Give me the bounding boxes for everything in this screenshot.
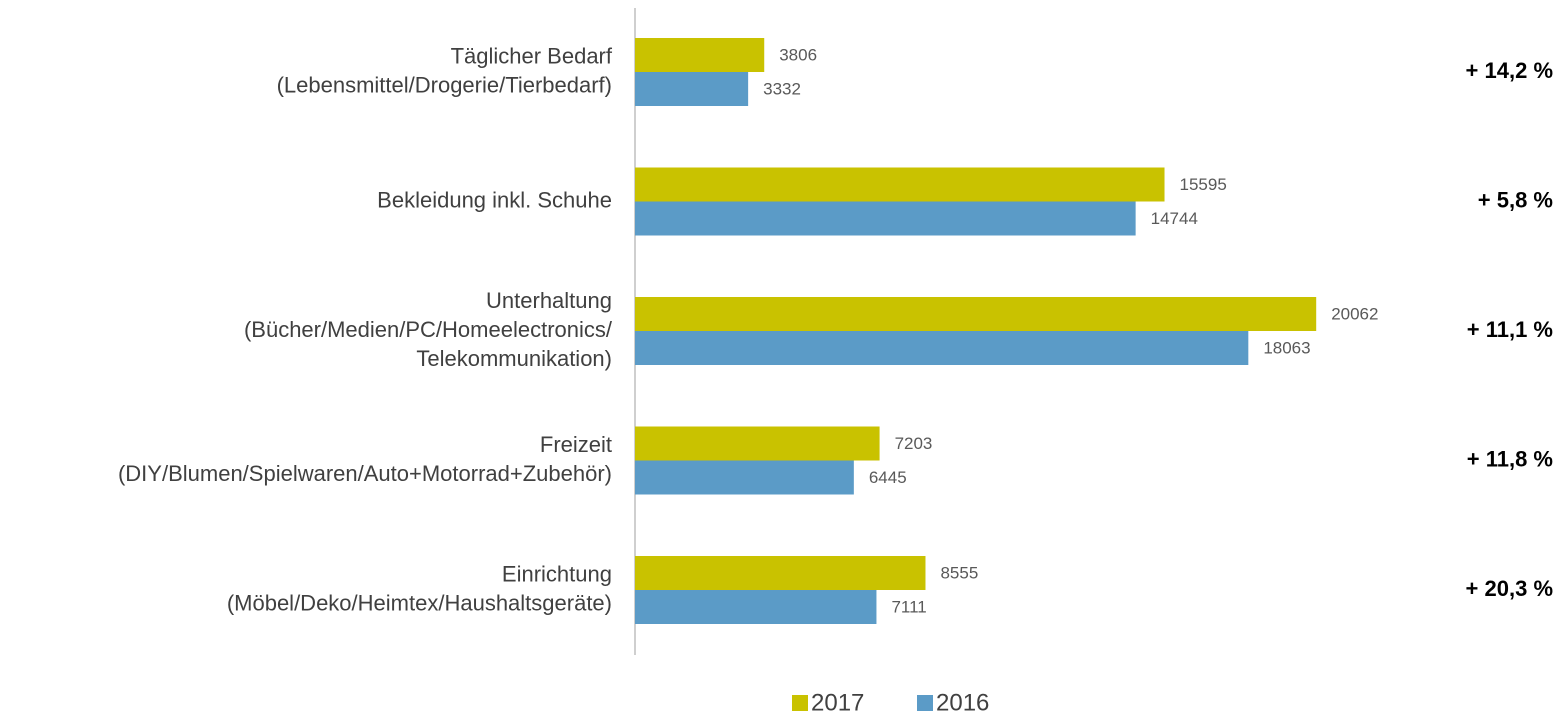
value-label: 3806 (779, 45, 817, 64)
annotation: + 11,1 % (1467, 317, 1553, 342)
category-label: Unterhaltung (Bücher/Medien/PC/Homeelectr… (244, 288, 613, 371)
bar (635, 167, 1165, 202)
category-label: Täglicher Bedarf (Lebensmittel/Drogerie/T… (277, 43, 613, 97)
value-label: 7111 (891, 597, 926, 616)
annotation: + 14,2 % (1466, 58, 1553, 83)
bar (635, 556, 926, 590)
annotation: + 11,8 % (1467, 446, 1553, 471)
bar (635, 72, 749, 106)
bar (635, 331, 1249, 365)
category-label: Einrichtung (Möbel/Deko/Heimtex/Haushalts… (227, 561, 612, 615)
bar (635, 590, 877, 624)
value-label: 8555 (940, 563, 978, 582)
bar (635, 201, 1136, 236)
value-label: 20062 (1331, 304, 1378, 323)
legend-label: 2017 (811, 689, 864, 714)
bar (635, 460, 854, 495)
value-label: 15595 (1180, 175, 1227, 194)
annotation: + 20,3 % (1466, 576, 1553, 601)
legend-label: 2016 (936, 689, 989, 714)
legend-swatch (917, 695, 933, 711)
value-label: 3332 (763, 79, 801, 98)
category-label: Bekleidung inkl. Schuhe (377, 187, 612, 212)
bar (635, 297, 1317, 331)
annotation: + 5,8 % (1478, 187, 1553, 212)
value-label: 7203 (895, 434, 933, 453)
bar (635, 426, 880, 461)
value-label: 14744 (1151, 209, 1198, 228)
legend-swatch (792, 695, 808, 711)
bar (635, 38, 765, 72)
value-label: 6445 (869, 468, 907, 487)
category-label: Freizeit (DIY/Blumen/Spielwaren/Auto+Moto… (118, 432, 612, 486)
value-label: 18063 (1263, 338, 1310, 357)
